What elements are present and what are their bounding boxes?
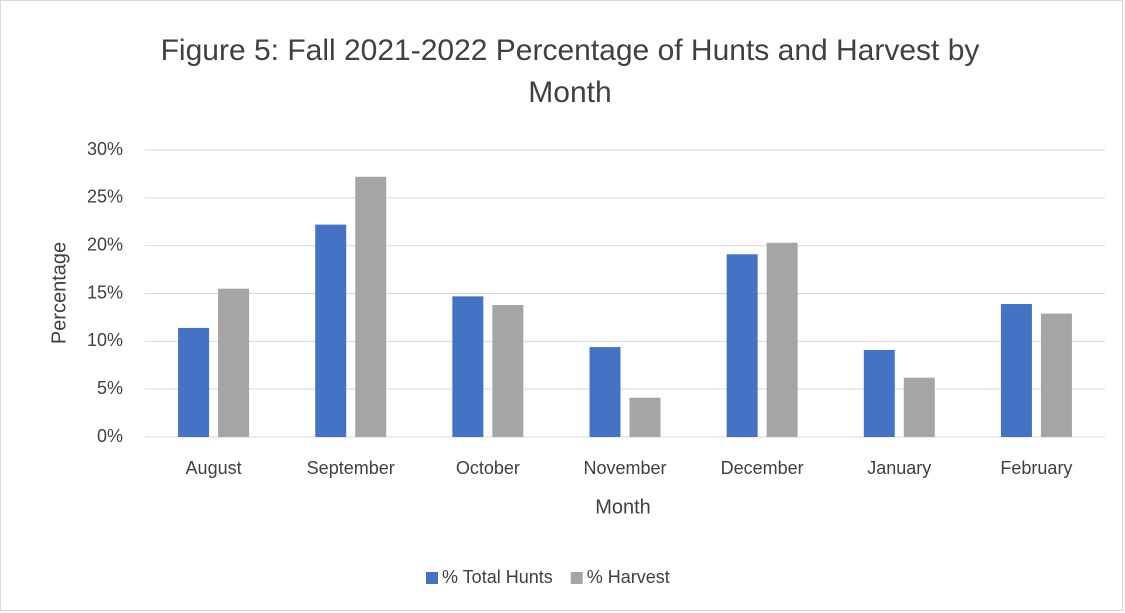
y-tick-label: 30% [87,139,123,159]
bar [629,397,661,437]
bar [218,288,250,437]
y-tick-label: 20% [87,234,123,254]
x-tick-label: August [186,458,242,478]
chart-title: Figure 5: Fall 2021-2022 Percentage of H… [160,34,980,109]
legend-swatch [426,572,438,584]
bar [492,304,524,437]
x-axis-label: Month [595,496,651,518]
y-tick-label: 5% [97,378,123,398]
bar [452,296,484,437]
y-tick-label: 15% [87,282,123,302]
x-tick-label: December [721,458,804,478]
x-tick-label: October [456,458,520,478]
x-tick-label: November [583,458,666,478]
y-tick-label: 10% [87,330,123,350]
legend-label: % Total Hunts [442,567,553,587]
bar [1040,313,1072,437]
y-tick-label: 0% [97,426,123,446]
y-axis-label: Percentage [48,242,70,344]
bar [903,377,935,437]
bar [589,347,621,437]
bar [726,254,758,437]
x-tick-label: February [1000,458,1072,478]
bar [863,349,895,437]
bar [178,327,210,437]
bar [766,242,798,437]
bar [1000,304,1032,437]
y-tick-label: 25% [87,187,123,207]
x-tick-label: January [867,458,931,478]
x-tick-label: September [307,458,395,478]
bar [355,176,387,437]
bar [315,224,347,437]
legend-label: % Harvest [587,567,670,587]
legend-swatch [570,572,583,584]
